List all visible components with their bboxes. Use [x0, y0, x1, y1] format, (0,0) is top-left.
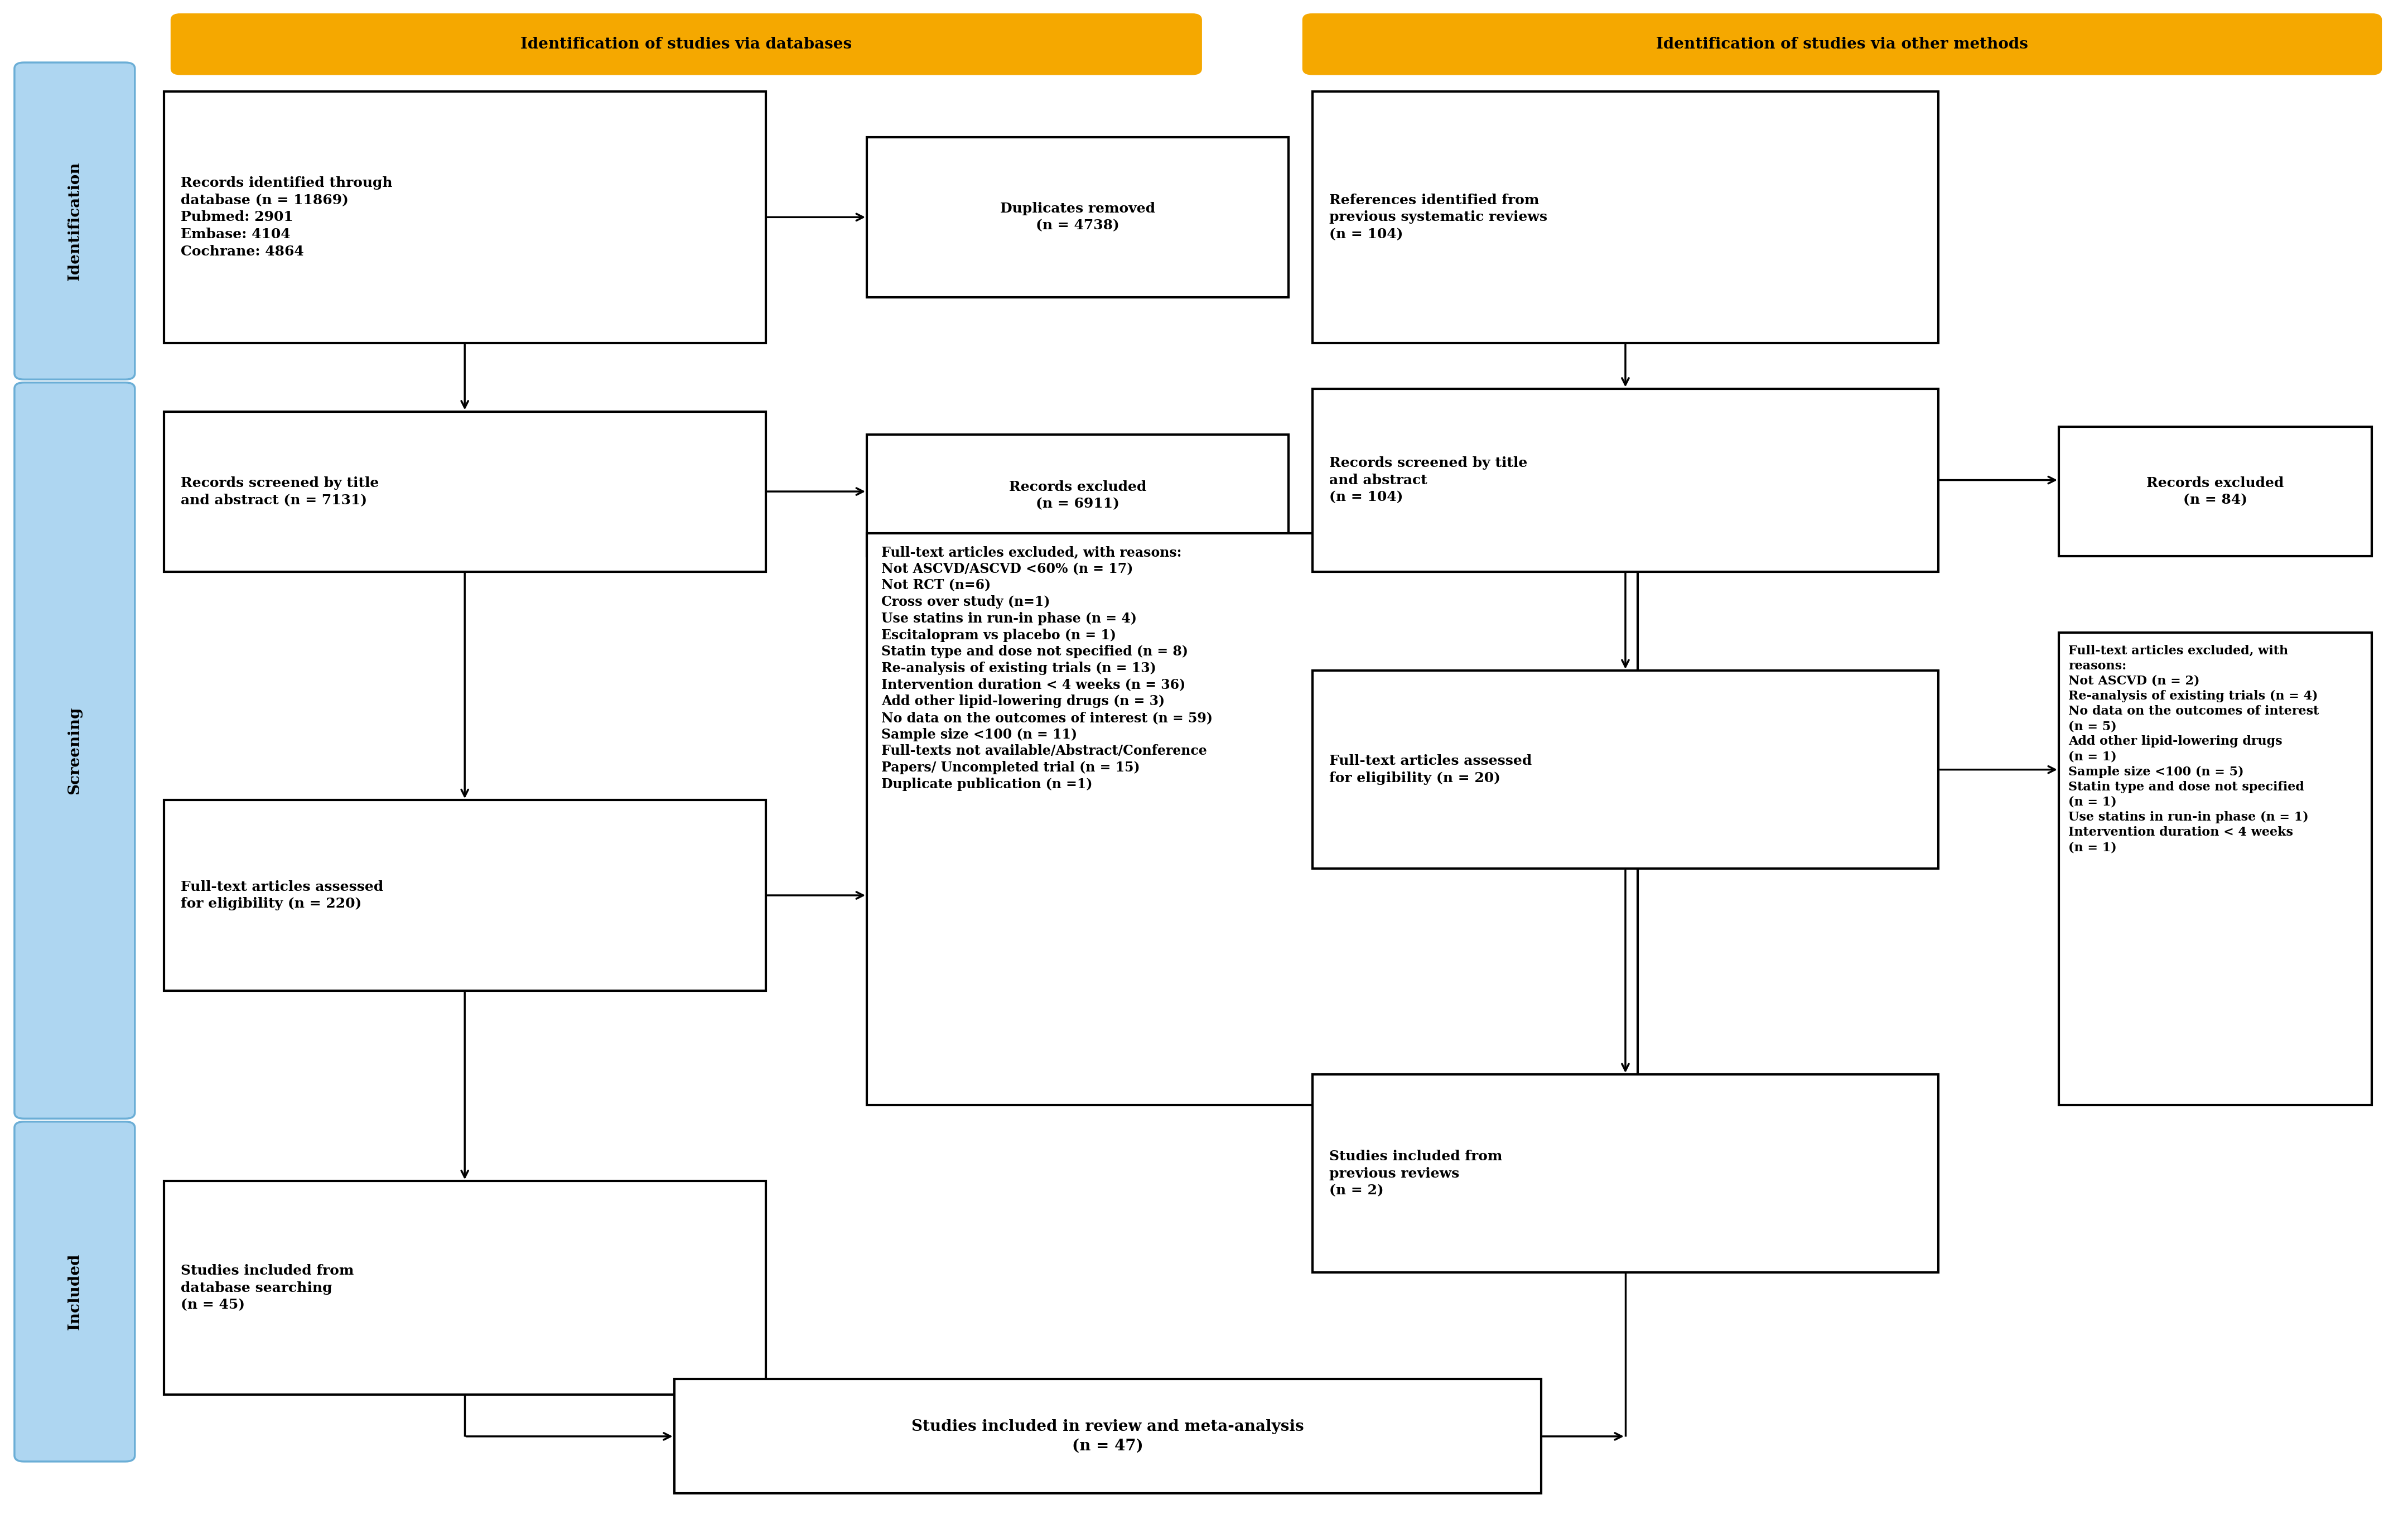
FancyBboxPatch shape	[14, 1122, 135, 1462]
Text: Studies included from
database searching
(n = 45): Studies included from database searching…	[181, 1263, 354, 1312]
FancyBboxPatch shape	[1303, 14, 2382, 75]
FancyBboxPatch shape	[2059, 632, 2372, 1105]
Text: Records excluded
(n = 84): Records excluded (n = 84)	[2146, 475, 2285, 507]
FancyBboxPatch shape	[1312, 671, 1938, 869]
Text: Identification of studies via databases: Identification of studies via databases	[520, 37, 852, 52]
FancyBboxPatch shape	[867, 533, 1637, 1105]
FancyBboxPatch shape	[164, 800, 766, 991]
Text: Duplicates removed
(n = 4738): Duplicates removed (n = 4738)	[999, 201, 1156, 233]
FancyBboxPatch shape	[1312, 389, 1938, 572]
FancyBboxPatch shape	[171, 14, 1202, 75]
Text: Included: Included	[67, 1253, 82, 1330]
FancyBboxPatch shape	[164, 411, 766, 572]
FancyBboxPatch shape	[1312, 91, 1938, 343]
FancyBboxPatch shape	[867, 137, 1288, 297]
Text: Full-text articles excluded, with
reasons:
Not ASCVD (n = 2)
Re-analysis of exis: Full-text articles excluded, with reason…	[2068, 645, 2319, 853]
Text: Studies included from
previous reviews
(n = 2): Studies included from previous reviews (…	[1329, 1149, 1503, 1198]
FancyBboxPatch shape	[674, 1379, 1541, 1494]
Text: Identification: Identification	[67, 162, 82, 280]
FancyBboxPatch shape	[164, 91, 766, 343]
Text: Identification of studies via other methods: Identification of studies via other meth…	[1657, 37, 2028, 52]
Text: Records screened by title
and abstract
(n = 104): Records screened by title and abstract (…	[1329, 456, 1527, 504]
FancyBboxPatch shape	[867, 434, 1288, 556]
Text: Full-text articles excluded, with reasons:
Not ASCVD/ASCVD <60% (n = 17)
Not RCT: Full-text articles excluded, with reason…	[881, 546, 1214, 791]
FancyBboxPatch shape	[14, 383, 135, 1119]
Text: Records screened by title
and abstract (n = 7131): Records screened by title and abstract (…	[181, 475, 378, 507]
Text: Records identified through
database (n = 11869)
Pubmed: 2901
Embase: 4104
Cochra: Records identified through database (n =…	[181, 177, 393, 258]
FancyBboxPatch shape	[2059, 427, 2372, 556]
Text: Full-text articles assessed
for eligibility (n = 220): Full-text articles assessed for eligibil…	[181, 879, 383, 911]
Text: Studies included in review and meta-analysis
(n = 47): Studies included in review and meta-anal…	[913, 1419, 1303, 1454]
Text: Records excluded
(n = 6911): Records excluded (n = 6911)	[1009, 480, 1146, 511]
FancyBboxPatch shape	[164, 1181, 766, 1394]
FancyBboxPatch shape	[14, 62, 135, 379]
Text: Screening: Screening	[67, 707, 82, 794]
FancyBboxPatch shape	[1312, 1074, 1938, 1273]
Text: Full-text articles assessed
for eligibility (n = 20): Full-text articles assessed for eligibil…	[1329, 754, 1531, 785]
Text: References identified from
previous systematic reviews
(n = 104): References identified from previous syst…	[1329, 194, 1548, 241]
